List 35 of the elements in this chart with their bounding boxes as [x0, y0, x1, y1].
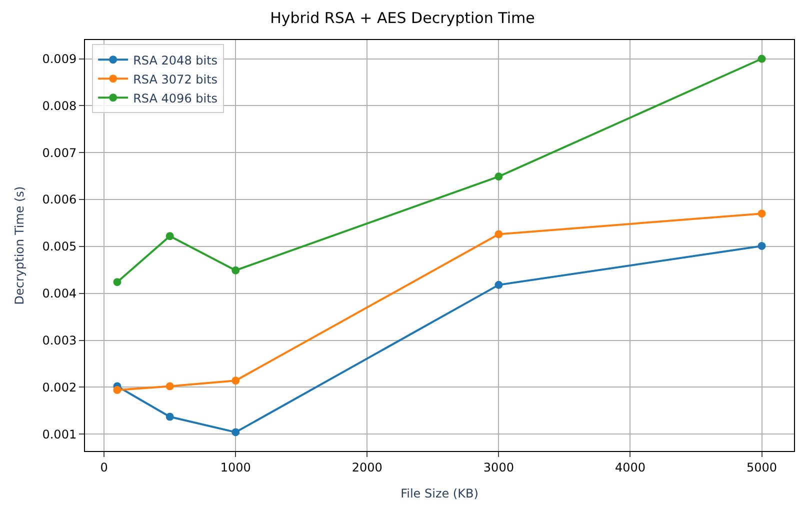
point — [232, 376, 240, 385]
y-axis-title: Decryption Time (s) — [12, 186, 27, 305]
x-tick-label: 5000 — [746, 460, 778, 474]
x-tick-label: 4000 — [614, 460, 646, 474]
legend-label: RSA 3072 bits — [133, 72, 218, 86]
x-tick-label: 1000 — [220, 460, 251, 474]
point — [758, 210, 766, 218]
point — [113, 278, 122, 286]
x-axis-title: File Size (KB) — [400, 486, 478, 500]
point — [758, 242, 766, 250]
legend-label: RSA 2048 bits — [133, 53, 218, 68]
y-tick-label: 0.003 — [42, 333, 77, 348]
y-tick-label: 0.007 — [42, 146, 77, 160]
point — [494, 172, 503, 181]
y-tick-label: 0.005 — [42, 240, 77, 254]
point — [494, 280, 503, 289]
point — [166, 382, 174, 390]
y-tick-label: 0.001 — [42, 427, 77, 442]
point — [232, 428, 240, 436]
point — [232, 266, 240, 274]
y-tick-label: 0.004 — [42, 286, 77, 301]
legend-label: RSA 4096 bits — [133, 91, 218, 106]
point — [494, 230, 503, 238]
x-tick-label: 2000 — [352, 460, 382, 474]
y-tick-label: 0.008 — [42, 98, 77, 113]
point — [758, 54, 766, 63]
x-tick-label: 0 — [100, 460, 108, 474]
y-tick-label: 0.006 — [42, 192, 77, 207]
point — [166, 232, 174, 240]
chart-title: Hybrid RSA + AES Decryption Time — [270, 9, 535, 28]
y-tick-label: 0.002 — [42, 380, 77, 394]
x-tick-label: 3000 — [483, 460, 514, 474]
point — [166, 412, 174, 421]
y-tick-label: 0.009 — [42, 52, 77, 66]
point — [113, 386, 122, 394]
